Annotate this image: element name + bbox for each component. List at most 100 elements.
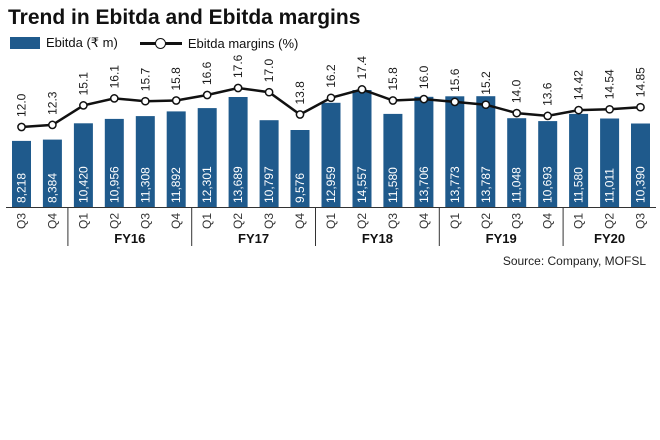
ebitda-bar-label: 10,693	[541, 166, 555, 203]
legend-bar-swatch	[10, 37, 40, 49]
ebitda-bar	[73, 123, 93, 207]
margin-marker	[109, 94, 119, 103]
margin-label: 16.0	[417, 65, 431, 89]
x-tick-label: Q3	[510, 213, 524, 229]
margin-label: 12.3	[45, 91, 59, 115]
ebitda-bar-label: 9,576	[293, 173, 307, 203]
ebitda-bar	[538, 121, 558, 207]
ebitda-bar	[166, 111, 186, 207]
ebitda-bar-label: 10,420	[76, 166, 90, 203]
chart-legend: Ebitda (₹ m) Ebitda margins (%)	[10, 34, 320, 52]
x-tick-label: Q3	[138, 213, 152, 229]
x-tick-label: Q2	[355, 213, 369, 229]
x-tick-label: Q1	[448, 213, 462, 229]
ebitda-bar	[321, 102, 341, 207]
ebitda-bar	[290, 130, 310, 207]
x-tick-label: Q4	[417, 213, 431, 229]
legend-item-ebitda: Ebitda (₹ m)	[10, 35, 118, 51]
ebitda-bar-label: 10,956	[107, 166, 121, 203]
ebitda-bar	[104, 118, 124, 207]
ebitda-bar-label: 13,706	[417, 166, 431, 203]
margin-marker	[202, 90, 212, 100]
ebitda-bar-label: 12,301	[200, 166, 214, 203]
x-tick-label: Q1	[200, 213, 214, 229]
margin-marker	[481, 100, 491, 110]
ebitda-bar	[476, 96, 496, 207]
x-tick-label: Q2	[231, 213, 245, 229]
margin-marker	[171, 96, 181, 105]
x-tick-label: Q2	[603, 213, 617, 229]
ebitda-bar-label: 8,218	[15, 173, 29, 203]
ebitda-bar	[414, 96, 434, 207]
ebitda-bar-label: 13,773	[448, 166, 462, 203]
margin-label: 15.8	[386, 67, 400, 91]
x-group-label: FY19	[486, 231, 517, 246]
margin-label: 15.6	[448, 68, 462, 92]
x-group-label: FY20	[594, 231, 625, 246]
margin-label: 15.1	[76, 72, 90, 96]
legend-label-ebitda: Ebitda (₹ m)	[46, 35, 118, 50]
ebitda-bar	[135, 116, 155, 207]
margin-label: 14.54	[603, 69, 617, 99]
margin-label: 14.0	[510, 79, 524, 103]
margin-label: 15.8	[169, 67, 183, 91]
ebitda-bar-label: 11,308	[138, 167, 152, 203]
margin-label: 14.85	[634, 67, 648, 97]
margin-marker	[388, 96, 398, 105]
ebitda-bar-label: 11,580	[386, 167, 400, 203]
x-tick-label: Q3	[634, 213, 648, 229]
x-tick-label: Q2	[107, 213, 121, 229]
source-note: Source: Company, MOFSL	[502, 254, 646, 268]
ebitda-bar	[12, 140, 31, 207]
margin-marker	[233, 83, 243, 93]
margin-marker	[419, 94, 429, 104]
x-group-label: FY17	[238, 231, 269, 246]
x-tick-label: Q4	[541, 213, 555, 229]
margin-label: 13.8	[293, 81, 307, 105]
ebitda-bar-label: 10,797	[262, 166, 276, 203]
margin-marker	[17, 122, 26, 132]
ebitda-bar	[42, 139, 62, 207]
x-tick-label: Q4	[293, 213, 307, 229]
ebitda-bar	[631, 123, 650, 207]
margin-label: 13.6	[541, 82, 555, 106]
margin-marker	[79, 101, 88, 110]
ebitda-bar	[228, 97, 248, 207]
ebitda-bar	[259, 120, 279, 207]
ebitda-bar-label: 14,557	[355, 166, 369, 203]
margin-marker	[543, 111, 553, 121]
ebitda-bar-label: 11,048	[510, 167, 524, 203]
margin-marker	[326, 93, 336, 103]
x-tick-label: Q1	[324, 213, 338, 229]
x-tick-label: Q1	[76, 213, 90, 229]
ebitda-bar-label: 11,580	[572, 167, 586, 203]
ebitda-bar-label: 10,390	[634, 166, 648, 203]
ebitda-bar-label: 8,384	[45, 173, 59, 203]
margin-marker	[605, 104, 614, 114]
margin-label: 17.4	[355, 56, 369, 80]
x-tick-label: Q3	[15, 213, 29, 229]
ebitda-bar	[352, 90, 372, 207]
margin-marker	[636, 102, 645, 112]
margin-marker	[574, 105, 583, 115]
ebitda-bar-label: 11,892	[169, 167, 183, 203]
legend-label-margin: Ebitda margins (%)	[187, 35, 299, 51]
margin-marker	[512, 108, 522, 118]
margin-label: 16.2	[324, 64, 338, 88]
x-tick-label: Q4	[169, 213, 183, 229]
chart-title: Trend in Ebitda and Ebitda margins	[8, 6, 361, 29]
x-tick-label: Q3	[386, 213, 400, 229]
x-tick-label: Q4	[45, 213, 59, 229]
x-group-label: FY16	[114, 231, 145, 246]
margin-label: 17.6	[231, 54, 245, 78]
ebitda-bar	[507, 118, 527, 207]
ebitda-bar	[445, 96, 465, 207]
ebitda-bar	[383, 113, 403, 207]
margin-marker	[295, 110, 305, 119]
legend-item-margin: Ebitda margins (%)	[139, 35, 299, 51]
ebitda-bar	[197, 108, 217, 207]
margin-label: 16.6	[200, 61, 214, 85]
x-tick-label: Q3	[262, 213, 276, 229]
ebitda-bar	[600, 118, 620, 207]
